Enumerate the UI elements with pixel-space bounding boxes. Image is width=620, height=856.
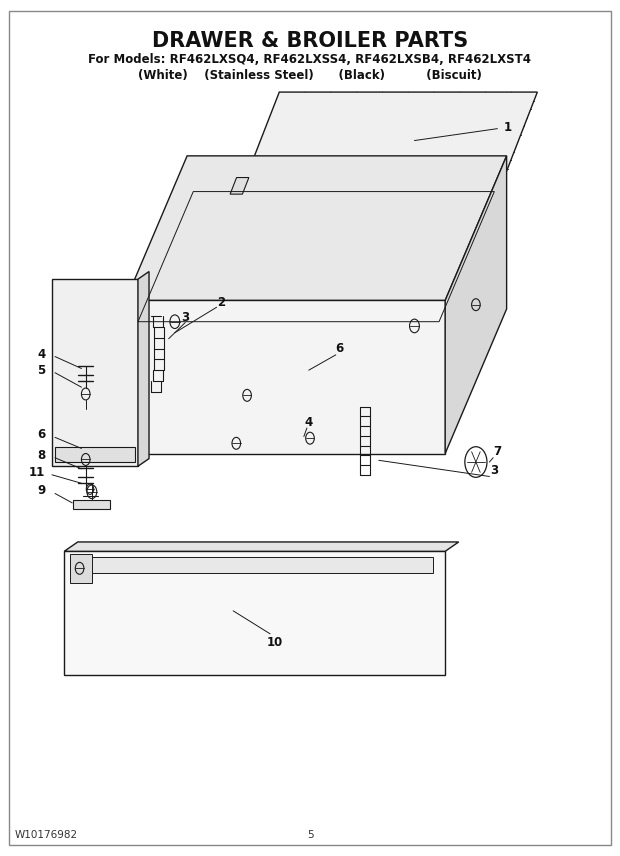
Text: 7: 7 bbox=[494, 445, 502, 458]
Bar bbox=[55, 447, 135, 462]
Polygon shape bbox=[230, 177, 249, 194]
Text: For Models: RF462LXSQ4, RF462LXSS4, RF462LXSB4, RF462LXST4: For Models: RF462LXSQ4, RF462LXSS4, RF46… bbox=[89, 53, 531, 66]
Polygon shape bbox=[236, 92, 538, 203]
Text: 6: 6 bbox=[37, 428, 46, 442]
Text: 5: 5 bbox=[37, 364, 46, 377]
Text: 5: 5 bbox=[307, 829, 313, 840]
Text: 3: 3 bbox=[181, 311, 189, 324]
Polygon shape bbox=[73, 500, 110, 508]
Text: 8: 8 bbox=[37, 449, 46, 461]
Polygon shape bbox=[52, 279, 138, 467]
Text: 6: 6 bbox=[335, 342, 343, 355]
Text: 10: 10 bbox=[266, 636, 283, 649]
Text: W10176982: W10176982 bbox=[15, 829, 78, 840]
Polygon shape bbox=[126, 300, 445, 454]
Polygon shape bbox=[70, 554, 92, 583]
Polygon shape bbox=[445, 156, 507, 454]
Polygon shape bbox=[64, 542, 459, 551]
Bar bbox=[76, 557, 433, 573]
Text: 2: 2 bbox=[217, 295, 225, 309]
Text: 3: 3 bbox=[490, 464, 498, 477]
Text: 1: 1 bbox=[504, 122, 512, 134]
Text: DRAWER & BROILER PARTS: DRAWER & BROILER PARTS bbox=[152, 31, 468, 51]
Text: 4: 4 bbox=[37, 348, 46, 360]
Text: (White)    (Stainless Steel)      (Black)          (Biscuit): (White) (Stainless Steel) (Black) (Biscu… bbox=[138, 68, 482, 81]
Polygon shape bbox=[138, 271, 149, 467]
Text: 4: 4 bbox=[304, 415, 313, 429]
Text: 9: 9 bbox=[37, 484, 46, 497]
Text: 11: 11 bbox=[29, 466, 45, 479]
Text: eReplacementParts.com: eReplacementParts.com bbox=[234, 421, 386, 435]
Polygon shape bbox=[126, 156, 507, 300]
Polygon shape bbox=[64, 551, 445, 675]
